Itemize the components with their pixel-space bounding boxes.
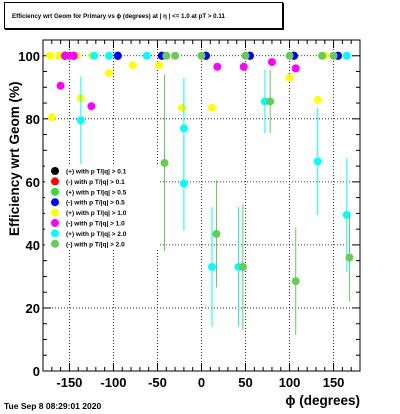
- data-point: [54, 51, 63, 60]
- y-tick-label: 60: [26, 175, 40, 190]
- data-point: [285, 51, 294, 60]
- x-tick-label: -100: [100, 375, 126, 390]
- data-point: [90, 51, 99, 60]
- legend-entry-label: (-) with p T/|q| > 0.5: [66, 200, 125, 207]
- data-point: [213, 62, 222, 71]
- legend-entry-label: (-) with p T/|q| > 2.0: [66, 241, 125, 248]
- legend-marker: [51, 177, 59, 186]
- y-axis-label: Efficiency wrt Geom (%): [7, 81, 22, 236]
- legend-marker: [51, 187, 59, 196]
- legend-entry-label: (-) with p T/|q| > 0.1: [66, 179, 125, 186]
- data-point: [171, 51, 180, 60]
- data-point: [291, 277, 300, 286]
- data-point: [329, 51, 338, 60]
- x-tick-label: 150: [323, 375, 345, 390]
- x-tick-label: -150: [56, 375, 82, 390]
- x-tick-label: 50: [238, 375, 252, 390]
- data-point: [208, 262, 217, 271]
- data-point: [160, 158, 169, 167]
- legend-marker: [51, 219, 59, 227]
- data-point: [318, 51, 327, 60]
- data-point: [266, 97, 275, 106]
- data-point: [208, 103, 217, 112]
- data-point: [313, 95, 322, 104]
- data-point: [291, 64, 300, 73]
- data-point: [313, 157, 322, 166]
- y-tick-label: 0: [33, 364, 40, 379]
- legend-marker: [51, 239, 59, 248]
- data-point: [345, 253, 354, 262]
- timestamp: Tue Sep 8 08:29:01 2020: [4, 401, 102, 411]
- data-point: [105, 69, 114, 78]
- legend-marker: [51, 198, 59, 207]
- data-point: [241, 51, 250, 60]
- data-point: [76, 116, 85, 125]
- y-tick-label: 80: [26, 112, 40, 127]
- data-point: [69, 51, 78, 60]
- data-point: [285, 73, 294, 82]
- data-point: [56, 81, 65, 90]
- data-point: [238, 262, 247, 271]
- data-point: [197, 51, 206, 60]
- data-point: [162, 51, 171, 60]
- legend-marker: [51, 229, 59, 238]
- legend-marker: [51, 167, 59, 175]
- data-point: [342, 51, 351, 60]
- y-tick-label: 20: [26, 301, 40, 316]
- data-point: [179, 124, 188, 133]
- legend: (+) with p T/|q| > 0.1 (-) with p T/|q| >…: [45, 164, 159, 249]
- y-tick-label: 100: [18, 49, 40, 64]
- data-point: [46, 51, 55, 60]
- data-point: [342, 210, 351, 219]
- x-tick-label: 100: [279, 375, 301, 390]
- data-points: [46, 51, 354, 335]
- data-point: [47, 113, 56, 122]
- legend-entry-label: (-) with p T/|q| > 1.0: [66, 221, 125, 228]
- legend-entry-label: (+) with p T/|q| > 0.5: [66, 189, 127, 196]
- y-tick-label: 40: [26, 238, 40, 253]
- legend-entry-label: (+) with p T/|q| > 2.0: [66, 231, 127, 238]
- data-point: [179, 179, 188, 188]
- data-point: [267, 58, 276, 67]
- data-point: [239, 62, 248, 71]
- data-point: [142, 51, 151, 60]
- chart-title: Efficiency wrt Geom for Primary vs ϕ (de…: [4, 2, 283, 29]
- legend-entry-label: (+) with p T/|q| > 0.1: [66, 169, 127, 176]
- x-axis-label: ϕ (degrees): [285, 393, 360, 408]
- data-point: [113, 51, 122, 60]
- legend-entry-label: (+) with p T/|q| > 1.0: [66, 210, 127, 217]
- data-point: [87, 102, 96, 111]
- legend-box: [45, 164, 159, 249]
- legend-marker: [51, 208, 59, 217]
- data-point: [178, 103, 187, 112]
- x-tick-label: -50: [148, 375, 167, 390]
- x-tick-label: 0: [198, 375, 205, 390]
- data-point: [105, 51, 114, 60]
- data-point: [212, 229, 221, 238]
- data-point: [128, 61, 137, 70]
- data-point: [155, 61, 164, 70]
